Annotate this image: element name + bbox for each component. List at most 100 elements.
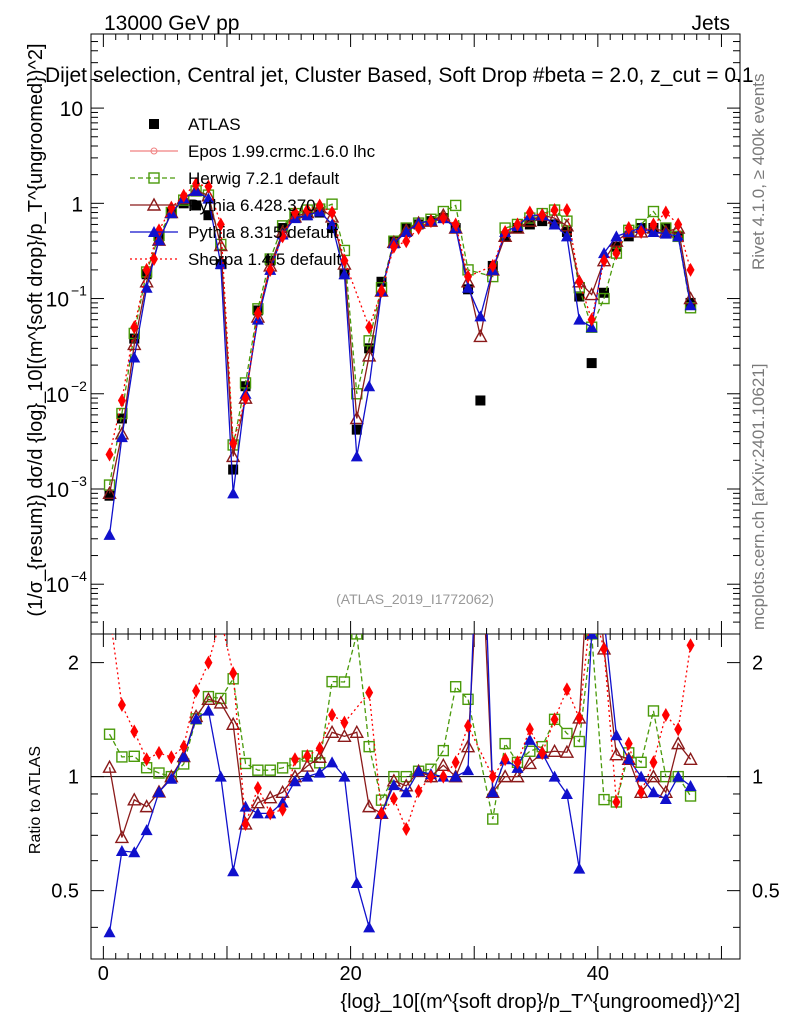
ratio-point-sherpa-1-4-5-default (661, 707, 670, 722)
ratio-point-sherpa-1-4-5-default (637, 785, 646, 800)
legend-marker (149, 119, 159, 129)
ratio-point-sherpa-1-4-5-default (229, 666, 238, 681)
ratio-point-sherpa-1-4-5-default (550, 712, 559, 727)
ratio-tick-label: 0.5 (51, 881, 79, 903)
ratio-point-pythia-6-428-370 (559, 744, 575, 758)
point-sherpa-1-4-5-default (365, 320, 374, 335)
x-axis-title: {log}_10[(m^{soft drop}/p_T^{ungroomed})… (340, 991, 740, 1013)
point-sherpa-1-4-5-default (451, 217, 460, 232)
y-tick-label: 1 (71, 193, 83, 216)
point-atlas (574, 291, 585, 302)
point-pythia-6-428-370 (102, 485, 117, 500)
point-pythia-8-315-default (214, 258, 227, 270)
point-sherpa-1-4-5-default (439, 211, 448, 226)
point-sherpa-1-4-5-default (192, 176, 201, 191)
ratio-point-pythia-6-428-370 (460, 739, 476, 753)
point-pythia-8-315-default (338, 268, 351, 280)
ratio-point-pythia-8-315-default (251, 807, 264, 819)
ratio-point-herwig-7-2-1-default (660, 770, 672, 783)
ratio-point-sherpa-1-4-5-default (217, 612, 225, 626)
ratio-point-pythia-8-315-default (350, 876, 363, 888)
ratio-point-pythia-8-315-default (672, 770, 685, 782)
ratio-point-pythia-8-315-default (202, 704, 215, 716)
ratio-point-sherpa-1-4-5-default (624, 736, 633, 751)
ratio-point-pythia-8-315-default (659, 793, 672, 805)
legend-marker (148, 226, 160, 237)
ratio-point-pythia-8-315-default (103, 926, 116, 938)
ratio-point-pythia-8-315-default (585, 634, 598, 639)
mcplots-label: mcplots.cern.ch [arXiv:2401.10621] (749, 364, 768, 630)
point-sherpa-1-4-5-default (216, 217, 225, 232)
point-sherpa-1-4-5-default (241, 391, 250, 406)
ratio-point-herwig-7-2-1-default (499, 737, 511, 750)
x-tick-label: 40 (587, 963, 609, 985)
point-atlas (277, 223, 288, 234)
legend-label: Herwig 7.2.1 default (188, 169, 339, 188)
ratio-point-sherpa-1-4-5-default (501, 752, 510, 767)
ratio-point-pythia-6-428-370 (671, 736, 686, 750)
point-pythia-8-315-default (140, 281, 153, 293)
rivet-version-label: Rivet 4.1.0, ≥ 400k events (749, 74, 768, 270)
point-sherpa-1-4-5-default (402, 234, 411, 249)
point-herwig-7-2-1-default (363, 335, 375, 347)
ratio-point-pythia-6-428-370 (683, 751, 698, 766)
y-tick-label: 10 (60, 98, 83, 121)
plot-title: Dijet selection, Central jet, Cluster Ba… (45, 64, 754, 87)
ratio-point-sherpa-1-4-5-default (303, 749, 312, 764)
ratio-point-sherpa-1-4-5-default (414, 783, 423, 798)
ratio-point-pythia-6-428-370 (201, 691, 216, 706)
point-sherpa-1-4-5-default (587, 312, 596, 327)
point-sherpa-1-4-5-default (179, 188, 188, 203)
ratio-point-sherpa-1-4-5-default (117, 698, 126, 713)
legend-marker (150, 147, 158, 155)
point-pythia-8-315-default (585, 321, 598, 333)
point-atlas (104, 490, 115, 501)
point-herwig-7-2-1-default (449, 199, 462, 212)
point-pythia-6-428-370 (225, 448, 241, 463)
series-line-pythia-8-315-default (108, 190, 692, 535)
ratio-point-pythia-8-315-default (474, 436, 486, 447)
point-pythia-8-315-default (573, 313, 586, 325)
point-atlas (475, 395, 486, 406)
y-tick-label: 10 (46, 479, 69, 502)
legend-label: Pythia 6.428.370 (188, 196, 316, 215)
ratio-point-sherpa-1-4-5-default (464, 719, 473, 734)
point-pythia-8-315-default (610, 230, 623, 242)
ratio-point-pythia-8-315-default (177, 750, 190, 762)
ratio-point-pythia-8-315-default (573, 862, 586, 874)
point-atlas (599, 287, 610, 298)
y-tick-exponent: −3 (71, 473, 87, 489)
point-atlas (191, 200, 202, 211)
ratio-point-pythia-8-315-default (387, 779, 400, 791)
series-line-sherpa-1-4-5-default (108, 183, 692, 455)
point-sherpa-1-4-5-default (649, 217, 658, 232)
point-sherpa-1-4-5-default (464, 269, 473, 284)
y-tick-label: 10 (46, 384, 69, 407)
ratio-point-sherpa-1-4-5-default (204, 655, 213, 670)
ratio-point-pythia-6-428-370 (114, 829, 130, 844)
legend-marker (146, 197, 162, 211)
point-pythia-8-315-default (202, 192, 215, 204)
ratio-point-pythia-8-315-default (115, 844, 128, 856)
legend-label: Sherpa 1.4.5 default (188, 250, 341, 269)
ratio-point-herwig-7-2-1-default (252, 764, 264, 776)
point-sherpa-1-4-5-default (488, 258, 497, 273)
ratio-point-pythia-8-315-default (152, 785, 165, 797)
ratio-point-sherpa-1-4-5-default (315, 741, 324, 756)
ratio-point-pythia-8-315-default (412, 765, 425, 777)
y-tick-label: 10 (46, 289, 69, 312)
ratio-point-pythia-8-315-default (338, 770, 351, 782)
ratio-point-pythia-6-428-370 (139, 799, 154, 813)
ratio-point-pythia-8-315-default (486, 786, 499, 798)
point-herwig-7-2-1-default (647, 205, 660, 218)
point-sherpa-1-4-5-default (661, 205, 670, 220)
y-tick-exponent: −1 (71, 283, 87, 299)
ratio-line-pythia-6-428-370 (108, 634, 692, 838)
point-pythia-6-428-370 (584, 287, 599, 301)
point-sherpa-1-4-5-default (130, 320, 139, 335)
ratio-point-pythia-8-315-default (610, 729, 623, 741)
ratio-point-sherpa-1-4-5-default (340, 715, 349, 730)
ratio-point-herwig-7-2-1-default (462, 693, 474, 706)
point-pythia-8-315-default (152, 234, 165, 246)
